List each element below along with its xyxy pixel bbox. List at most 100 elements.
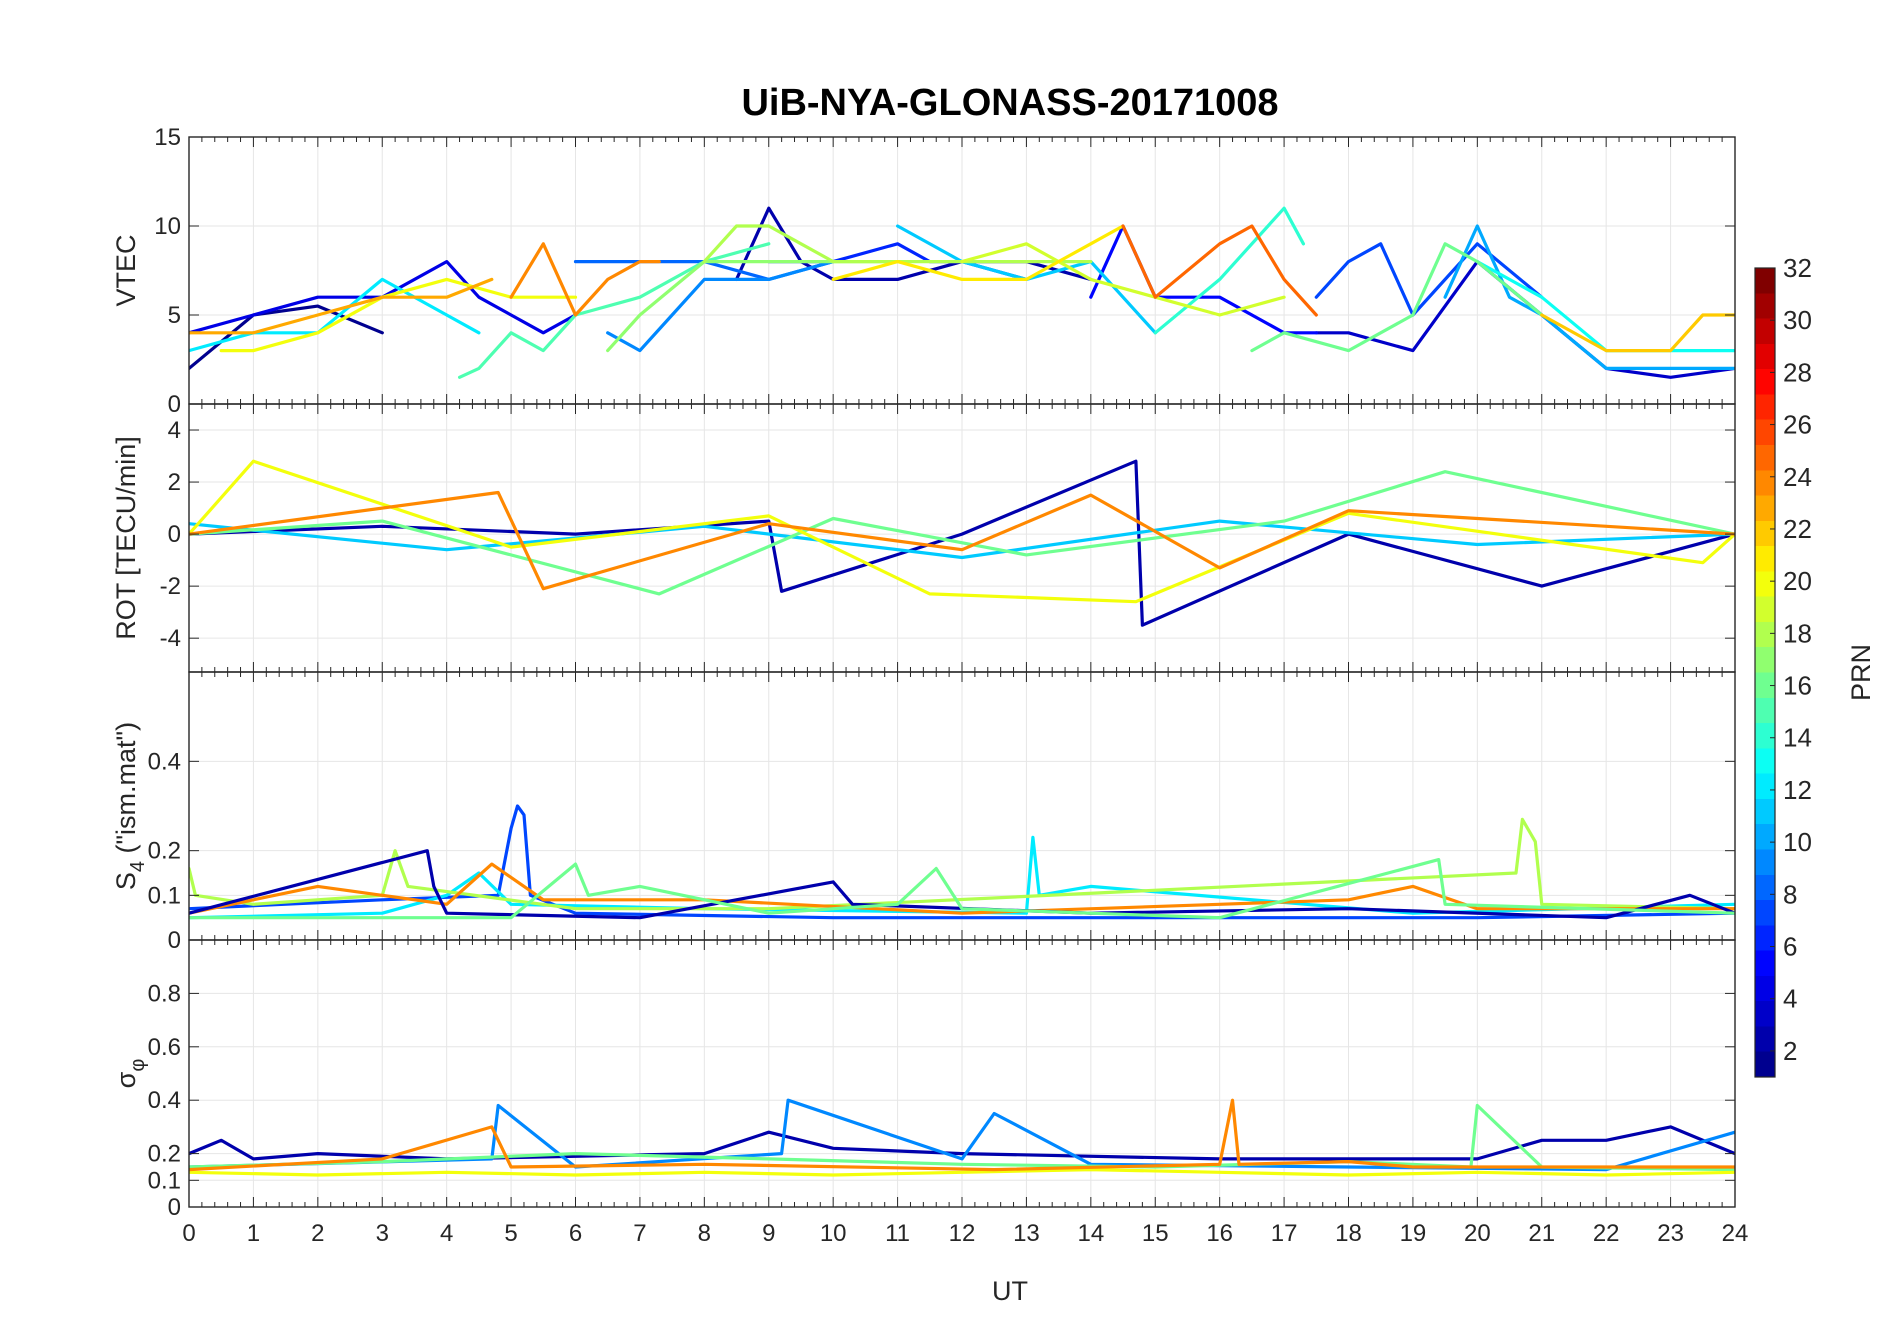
y-axis-label: σφ [111, 1059, 149, 1089]
y-tick-label: -2 [160, 573, 181, 600]
y-tick-label: 0.4 [148, 748, 181, 775]
x-tick-label: 16 [1206, 1220, 1233, 1247]
x-tick-label: 10 [820, 1220, 847, 1247]
series-prn-2 [734, 206, 1093, 281]
panel-2: -4 -2 0 2 4 ROT [TECU/min] [111, 403, 1736, 673]
series-prn-18 [702, 224, 1093, 264]
colorbar-tick-label: 24 [1783, 462, 1812, 492]
y-tick-label: 0.1 [148, 1167, 181, 1194]
series-prn-16 [189, 857, 1735, 920]
series-group [189, 206, 1735, 379]
colorbar-tick-label: 12 [1783, 775, 1812, 805]
panel-grid [188, 404, 1736, 672]
x-tick-label: 19 [1400, 1220, 1427, 1247]
x-tick-label: 20 [1464, 1220, 1491, 1247]
series-prn-15 [458, 242, 771, 379]
series-prn-19 [960, 242, 1286, 317]
y-tick-label: 0.2 [148, 838, 181, 865]
colorbar-tick-label: 32 [1783, 253, 1812, 283]
series-group [189, 459, 1735, 627]
colorbar-tick-label: 18 [1783, 618, 1812, 648]
series-prn-20 [189, 459, 1735, 604]
panel-grid [188, 672, 1736, 941]
chart-title: UiB-NYA-GLONASS-20171008 [741, 82, 1278, 124]
series-prn-25 [1121, 224, 1318, 317]
y-tick-label: 0.6 [148, 1034, 181, 1061]
series-prn-24 [189, 1098, 1735, 1172]
colorbar-tick-label: 28 [1783, 357, 1812, 387]
colorbar-tick-label: 2 [1783, 1036, 1797, 1066]
y-tick-label: 2 [168, 469, 181, 496]
series-prn-3 [1314, 260, 1735, 379]
colorbar-tick-label: 20 [1783, 566, 1812, 596]
series-group [189, 804, 1735, 920]
series-prn-24 [509, 242, 661, 317]
y-tick-label: 0.1 [148, 882, 181, 909]
x-tick-label: 13 [1013, 1220, 1040, 1247]
y-axis-label-rest: ("ism.mat") [111, 722, 141, 861]
x-tick-label: 11 [885, 1220, 910, 1247]
x-tick-label: 14 [1077, 1220, 1104, 1247]
x-tick-label: 5 [504, 1220, 517, 1247]
series-prn-4 [189, 260, 578, 335]
panel-grid [188, 136, 1736, 405]
y-tick-label: 0 [168, 927, 181, 954]
series-prn-16 [189, 470, 1735, 596]
y-tick-label: 0 [168, 1194, 181, 1221]
x-tick-label: 12 [949, 1220, 976, 1247]
y-tick-label: 0 [168, 521, 181, 548]
colorbar-tick-label: 16 [1783, 671, 1812, 701]
y-tick-label: 0.8 [148, 980, 181, 1007]
y-axis-label-main: S [111, 872, 141, 890]
x-tick-label: 23 [1657, 1220, 1684, 1247]
series-prn-16 [1250, 242, 1544, 353]
x-tick-label: 4 [440, 1220, 453, 1247]
x-axis-label: UT [992, 1276, 1028, 1306]
series-prn-2 [189, 849, 1735, 920]
colorbar-tick-label: 30 [1783, 305, 1812, 335]
colorbar-tick-label: 26 [1783, 410, 1812, 440]
series-prn-2 [189, 1125, 1735, 1161]
series-prn-20 [189, 1167, 1735, 1177]
colorbar-tick-label: 22 [1783, 514, 1812, 544]
series-prn-23 [189, 277, 494, 335]
x-tick-label: 7 [633, 1220, 646, 1247]
series-prn-11 [189, 519, 1735, 560]
series-group [189, 1098, 1735, 1177]
x-tick-label: 24 [1722, 1220, 1749, 1247]
colorbar-tick-label: 4 [1783, 984, 1797, 1014]
series-prn-24 [189, 862, 1735, 915]
series-prn-14 [1153, 206, 1306, 335]
colorbar-tick-label: 8 [1783, 879, 1797, 909]
x-tick-label: 2 [311, 1220, 324, 1247]
y-axis-label: VTEC [111, 234, 141, 306]
series-prn-9 [189, 1098, 1735, 1172]
y-tick-label: 15 [154, 124, 181, 151]
y-tick-label: 0 [168, 391, 181, 418]
series-prn-24 [189, 490, 1735, 591]
y-tick-label: -4 [160, 625, 181, 652]
y-tick-label: 10 [154, 213, 181, 240]
series-prn-11 [895, 224, 1157, 335]
panel-1: 0 5 10 15 VTEC [111, 124, 1736, 418]
series-prn-10 [1443, 224, 1735, 370]
colorbar-label: PRN [1846, 644, 1876, 701]
series-prn-22 [1540, 313, 1735, 353]
x-tick-label: 22 [1593, 1220, 1620, 1247]
series-prn-18 [189, 817, 1735, 911]
x-tick-label: 21 [1528, 1220, 1555, 1247]
y-tick-label: 0.4 [148, 1087, 181, 1114]
series-prn-21 [831, 224, 1125, 281]
y-tick-label: 0.2 [148, 1141, 181, 1168]
x-tick-label: 1 [247, 1220, 260, 1247]
y-tick-label: 5 [168, 302, 181, 329]
series-prn-9 [606, 260, 835, 353]
x-tick-label: 18 [1335, 1220, 1362, 1247]
y-axis-label-sub: φ [127, 1059, 149, 1072]
x-tick-label: 15 [1142, 1220, 1169, 1247]
